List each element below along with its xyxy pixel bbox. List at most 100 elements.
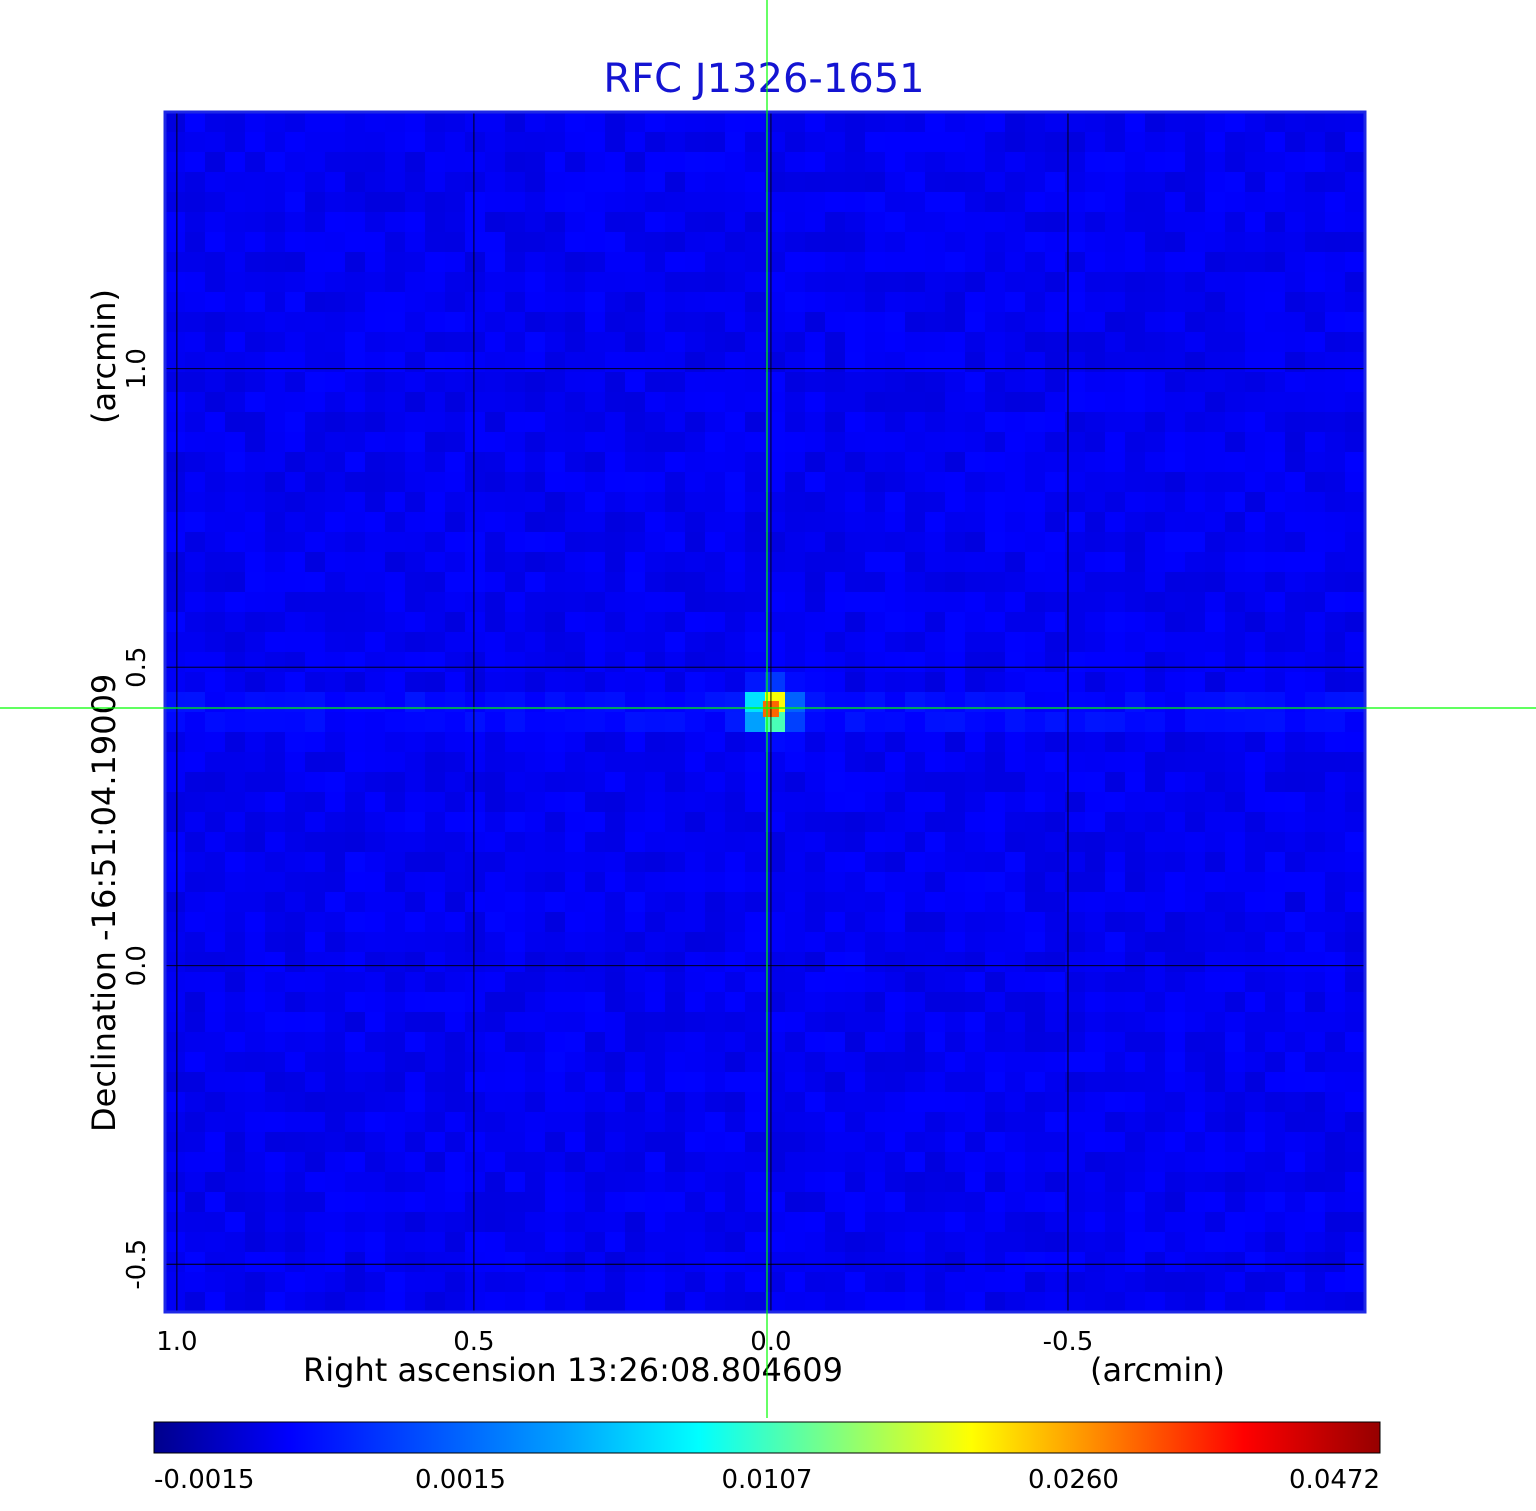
map-pixel <box>1105 212 1126 233</box>
map-pixel <box>845 952 866 973</box>
map-pixel <box>1265 132 1286 153</box>
map-pixel <box>745 1012 766 1033</box>
map-pixel <box>685 1252 706 1273</box>
map-pixel <box>265 1112 286 1133</box>
map-pixel <box>1065 332 1086 353</box>
map-pixel <box>225 172 246 193</box>
map-pixel <box>1205 452 1226 473</box>
map-pixel <box>185 472 206 493</box>
map-pixel <box>805 732 826 753</box>
map-pixel <box>785 1252 806 1273</box>
map-pixel <box>1205 1152 1226 1173</box>
map-pixel <box>925 532 946 553</box>
map-pixel <box>245 1012 266 1033</box>
map-pixel <box>645 272 666 293</box>
map-pixel <box>345 312 366 333</box>
map-pixel <box>185 1232 206 1253</box>
map-pixel <box>165 652 186 673</box>
map-pixel <box>225 492 246 513</box>
map-pixel <box>1245 832 1266 853</box>
map-pixel <box>625 812 646 833</box>
map-pixel <box>365 252 386 273</box>
map-pixel <box>1065 452 1086 473</box>
map-pixel <box>285 292 306 313</box>
map-pixel <box>1245 532 1266 553</box>
map-pixel <box>805 312 826 333</box>
map-pixel <box>505 1232 526 1253</box>
map-pixel <box>925 872 946 893</box>
map-pixel <box>1305 772 1326 793</box>
map-pixel <box>425 1052 446 1073</box>
map-pixel <box>1045 1172 1066 1193</box>
map-pixel <box>1065 672 1086 693</box>
map-pixel <box>305 992 326 1013</box>
map-pixel <box>245 392 266 413</box>
map-pixel <box>405 1052 426 1073</box>
map-pixel <box>865 832 886 853</box>
map-pixel <box>965 852 986 873</box>
map-pixel <box>1245 1132 1266 1153</box>
map-pixel <box>1225 352 1246 373</box>
map-pixel <box>265 1012 286 1033</box>
map-pixel <box>585 972 606 993</box>
map-pixel <box>205 572 226 593</box>
map-pixel <box>1205 592 1226 613</box>
map-pixel <box>405 1212 426 1233</box>
map-pixel <box>165 252 186 273</box>
map-pixel <box>905 1092 926 1113</box>
map-pixel <box>625 312 646 333</box>
map-pixel <box>905 1032 926 1053</box>
map-pixel <box>525 1292 546 1313</box>
map-pixel <box>1105 372 1126 393</box>
map-pixel <box>965 1132 986 1153</box>
map-pixel <box>385 492 406 513</box>
map-pixel <box>985 252 1006 273</box>
map-pixel <box>925 832 946 853</box>
map-pixel <box>1085 732 1106 753</box>
map-pixel <box>405 152 426 173</box>
map-pixel <box>745 752 766 773</box>
map-pixel <box>585 772 606 793</box>
map-pixel <box>365 732 386 753</box>
map-pixel <box>665 1212 686 1233</box>
map-pixel <box>205 912 226 933</box>
map-pixel <box>1025 192 1046 213</box>
map-pixel <box>345 1112 366 1133</box>
map-pixel <box>585 312 606 333</box>
map-pixel <box>705 212 726 233</box>
map-pixel <box>725 352 746 373</box>
map-pixel <box>345 172 366 193</box>
map-pixel <box>765 212 786 233</box>
map-pixel <box>385 412 406 433</box>
map-pixel <box>1065 272 1086 293</box>
map-pixel <box>225 932 246 953</box>
map-pixel <box>245 472 266 493</box>
map-pixel <box>1005 1172 1026 1193</box>
map-pixel <box>745 412 766 433</box>
map-pixel <box>645 412 666 433</box>
map-pixel <box>425 832 446 853</box>
map-pixel <box>345 1132 366 1153</box>
map-pixel <box>845 1272 866 1293</box>
map-pixel <box>425 132 446 153</box>
map-pixel <box>185 892 206 913</box>
map-pixel <box>605 752 626 773</box>
map-pixel <box>305 772 326 793</box>
map-pixel <box>565 532 586 553</box>
map-pixel <box>825 992 846 1013</box>
map-pixel <box>565 692 586 713</box>
map-pixel <box>1265 492 1286 513</box>
map-pixel <box>1265 712 1286 733</box>
map-pixel <box>1145 112 1166 133</box>
map-pixel <box>465 1092 486 1113</box>
map-pixel <box>565 652 586 673</box>
map-pixel <box>705 252 726 273</box>
map-pixel <box>605 592 626 613</box>
map-pixel <box>585 412 606 433</box>
map-pixel <box>1285 672 1306 693</box>
map-pixel <box>1325 552 1346 573</box>
map-pixel <box>1125 1232 1146 1253</box>
map-pixel <box>345 1192 366 1213</box>
map-pixel <box>1045 492 1066 513</box>
map-pixel <box>1125 732 1146 753</box>
